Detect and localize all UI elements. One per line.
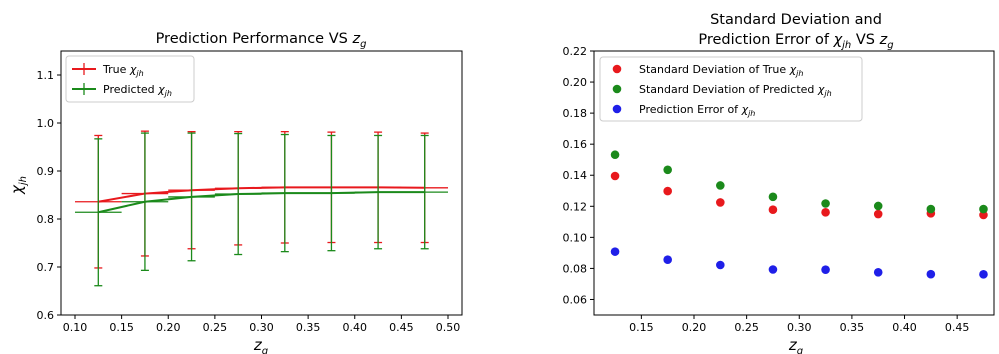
right-legend-marker [612, 84, 622, 94]
left-legend-label: Predicted χjh [103, 83, 172, 98]
right-x-tick-label: 0.15 [629, 321, 654, 334]
left-y-tick-label: 0.9 [37, 165, 55, 178]
left-x-tick-label: 0.25 [203, 321, 228, 334]
right-y-tick-label: 0.10 [563, 231, 588, 244]
left-legend-box [65, 55, 195, 103]
left-series-true [74, 130, 449, 269]
right-sd-predicted-point [768, 192, 778, 202]
right-x-tick-label: 0.35 [840, 321, 865, 334]
right-x-tick-label: 0.20 [682, 321, 707, 334]
right-legend-label: Prediction Error of χjh [639, 103, 755, 118]
right-sd-true-point [768, 205, 778, 215]
right-sd-predicted-point [716, 181, 725, 190]
right-sd-true-point [821, 208, 830, 217]
right-sd-true-point [663, 186, 672, 196]
right-plot-frame [593, 50, 995, 316]
right-prediction-error-point [821, 265, 830, 274]
right-y-tick-label: 0.08 [563, 262, 588, 275]
left-x-tick-label: 0.45 [389, 321, 414, 334]
left-y-tick-label: 1.0 [37, 117, 55, 130]
left-legend-label: True χjh [102, 63, 144, 78]
right-y-tick-label: 0.20 [563, 76, 588, 89]
left-y-tick-label: 0.8 [37, 213, 55, 226]
left-predicted-line [98, 191, 425, 214]
right-legend-label: Standard Deviation of True χjh [639, 63, 803, 78]
left-chart-marks [74, 130, 449, 287]
right-sd-predicted-point [979, 204, 988, 214]
right-legend-marker [612, 64, 622, 74]
right-chart-panel: Standard Deviation and Prediction Error … [563, 12, 995, 354]
right-legend: Standard Deviation of True χjh Standard D… [599, 56, 863, 122]
right-y-tick-label: 0.06 [563, 293, 588, 306]
right-chart-title-line2: Prediction Error of χjh VS zg [698, 32, 893, 51]
right-prediction-error-point [873, 267, 883, 277]
right-x-tick-label: 0.25 [734, 321, 759, 334]
right-sd-true-point [716, 198, 725, 207]
right-x-axis-label: zg [788, 336, 803, 354]
right-legend-box [599, 56, 863, 122]
left-x-tick-label: 0.30 [249, 321, 274, 334]
right-axis-ticks: 0.15 0.20 0.25 0.30 0.35 0.40 0.45 0.06 0.08 0.10… [563, 45, 970, 334]
left-x-tick-label: 0.50 [436, 321, 461, 334]
left-x-tick-label: 0.10 [63, 321, 88, 334]
right-prediction-error-point [663, 255, 672, 265]
right-sd-true-point [610, 171, 620, 181]
right-prediction-error-point [768, 265, 778, 274]
left-axis-ticks: 0.10 0.15 0.20 0.25 0.30 0.35 0.40 0.45 0.50 0.6 0… [37, 69, 461, 334]
left-y-axis-label: χjh [8, 176, 29, 195]
right-chart-marks [610, 150, 988, 279]
right-x-tick-label: 0.40 [892, 321, 917, 334]
left-x-axis-label: zg [253, 336, 268, 354]
left-x-tick-label: 0.40 [343, 321, 368, 334]
right-sd-predicted-point [821, 199, 830, 208]
left-x-tick-label: 0.35 [296, 321, 321, 334]
left-legend: True χjh Predicted χjh [65, 55, 195, 103]
left-chart-title: Prediction Performance VS zg [156, 31, 367, 50]
right-x-tick-label: 0.45 [945, 321, 970, 334]
left-x-tick-label: 0.20 [156, 321, 181, 334]
right-sd-predicted-point [926, 204, 936, 214]
left-y-tick-label: 0.6 [37, 309, 55, 322]
right-y-tick-label: 0.22 [563, 45, 588, 58]
right-sd-predicted-point [663, 165, 672, 175]
right-sd-predicted-point [873, 201, 883, 211]
left-y-tick-label: 0.7 [37, 261, 55, 274]
right-chart-title-line1: Standard Deviation and [710, 12, 882, 28]
right-prediction-error-point [610, 247, 620, 256]
right-prediction-error-point [926, 269, 936, 279]
right-y-tick-label: 0.12 [563, 200, 588, 213]
right-series-sd-true [610, 171, 988, 220]
left-chart-panel: Prediction Performance VS zg zg χjh 0.10… [8, 31, 463, 354]
right-sd-predicted-point [610, 150, 620, 160]
left-y-tick-label: 1.1 [37, 69, 55, 82]
right-prediction-error-point [716, 260, 725, 270]
right-y-tick-label: 0.18 [563, 107, 588, 120]
right-sd-true-point [979, 210, 988, 220]
right-x-tick-label: 0.30 [787, 321, 812, 334]
right-prediction-error-point [979, 270, 988, 279]
right-y-tick-label: 0.16 [563, 138, 588, 151]
right-series-prediction-error [610, 247, 988, 279]
left-true-line [98, 186, 425, 203]
right-series-sd-predicted [610, 150, 988, 214]
right-y-tick-label: 0.14 [563, 169, 588, 182]
right-sd-true-point [873, 209, 883, 219]
left-x-tick-label: 0.15 [109, 321, 134, 334]
left-series-predicted [74, 132, 449, 287]
right-legend-label: Standard Deviation of Predicted χjh [639, 83, 832, 98]
right-legend-marker [612, 104, 622, 114]
